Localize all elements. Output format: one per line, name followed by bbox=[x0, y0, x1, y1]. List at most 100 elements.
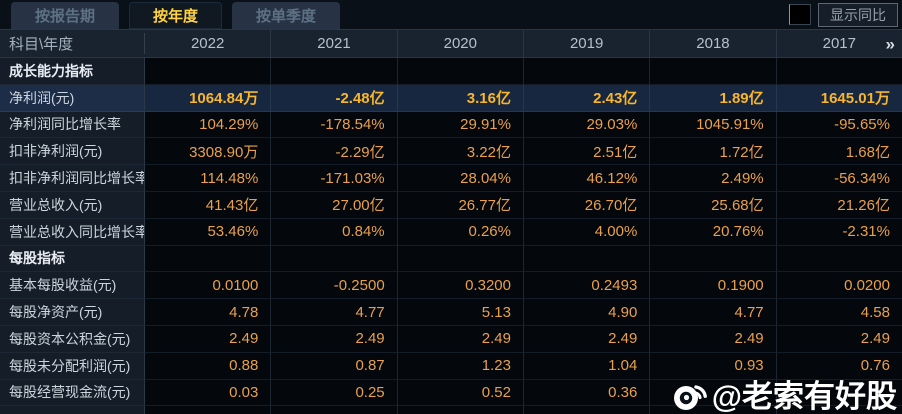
cell-value: 20.76% bbox=[650, 218, 777, 246]
table-row[interactable]: 每股净资产(元) 4.78 4.77 5.13 4.90 4.77 4.58 bbox=[0, 299, 902, 326]
section-row[interactable]: 每股指标 bbox=[0, 245, 902, 273]
table-row[interactable]: 营业总收入同比增长率 53.46% 0.84% 0.26% 4.00% 20.76% -2.… bbox=[0, 218, 902, 246]
cell-value: 1064.84万 bbox=[145, 84, 272, 112]
year-header-2018: 2018 bbox=[650, 30, 777, 57]
table-body: 成长能力指标 净利润(元) 1064.84万 -2.48亿 3.16亿 2.43亿 1.89… bbox=[0, 58, 902, 414]
financial-table: 科目\年度 2022 2021 2020 2019 2018 2017 » 成长… bbox=[0, 29, 902, 414]
cell-value: 0.25 bbox=[271, 379, 398, 407]
cell-value: 2.49 bbox=[397, 325, 524, 353]
cell-value bbox=[271, 406, 398, 414]
year-header-2020: 2020 bbox=[398, 30, 524, 57]
cell-value: -171.03% bbox=[271, 165, 398, 192]
cell-value bbox=[523, 406, 651, 414]
cell-value: -56.34% bbox=[776, 165, 902, 192]
row-label: 基本每股收益(元) bbox=[0, 272, 145, 300]
row-label: 成长能力指标 bbox=[0, 58, 145, 85]
cell-value bbox=[650, 58, 777, 85]
table-row[interactable]: 每股经营现金流(元) 0.03 0.25 0.52 0.36 bbox=[0, 379, 902, 407]
cell-value bbox=[397, 58, 524, 85]
tabbar-right-controls: 显示同比 bbox=[789, 0, 902, 29]
table-row[interactable]: 净利润(元) 1064.84万 -2.48亿 3.16亿 2.43亿 1.89亿 1645.… bbox=[0, 84, 902, 112]
more-columns-icon[interactable]: » bbox=[885, 34, 895, 53]
cell-value: 1045.91% bbox=[650, 111, 777, 139]
cell-value: 2.49% bbox=[650, 165, 777, 192]
cell-value: 0.3200 bbox=[397, 272, 524, 300]
cell-value: 1.23 bbox=[397, 352, 524, 380]
cell-value bbox=[523, 245, 651, 273]
cell-value: 1645.01万 bbox=[776, 84, 902, 112]
cell-value: 4.00% bbox=[523, 218, 651, 246]
row-label: 每股经营现金流(元) bbox=[0, 379, 145, 407]
table-row[interactable]: 每股未分配利润(元) 0.88 0.87 1.23 1.04 0.93 0.76 bbox=[0, 352, 902, 380]
cell-value: 3.22亿 bbox=[397, 138, 524, 166]
cell-value bbox=[145, 406, 272, 414]
cell-value bbox=[145, 245, 272, 273]
cell-value: 0.03 bbox=[145, 379, 272, 407]
cell-value: -95.65% bbox=[776, 111, 902, 139]
tab-bar: 按报告期 按年度 按单季度 显示同比 bbox=[0, 0, 902, 29]
tab-by-quarter[interactable]: 按单季度 bbox=[232, 2, 341, 29]
year-header-2019: 2019 bbox=[524, 30, 651, 57]
cell-value bbox=[271, 245, 398, 273]
tab-by-report-period[interactable]: 按报告期 bbox=[11, 2, 120, 29]
table-row[interactable]: 净利润同比增长率 104.29% -178.54% 29.91% 29.03% 1045.… bbox=[0, 111, 902, 139]
cell-value: 0.93 bbox=[650, 352, 777, 380]
table-row[interactable]: 营业总收入(元) 41.43亿 27.00亿 26.77亿 26.70亿 25.68亿 21… bbox=[0, 191, 902, 219]
cell-value: 0.52 bbox=[397, 379, 524, 407]
cell-value bbox=[145, 58, 272, 85]
cell-value: 2.49 bbox=[650, 325, 777, 353]
cell-value: 25.68亿 bbox=[650, 191, 777, 219]
cell-value: -2.31% bbox=[776, 218, 902, 246]
cell-value: 0.2493 bbox=[523, 272, 651, 300]
cell-value: 1.89亿 bbox=[650, 84, 777, 112]
year-header-label: 2017 bbox=[822, 35, 856, 52]
table-row[interactable]: 基本每股收益(元) 0.0100 -0.2500 0.3200 0.2493 0.1900… bbox=[0, 272, 902, 300]
cell-value: 2.49 bbox=[145, 325, 272, 353]
cell-value: 1.72亿 bbox=[650, 138, 777, 166]
cell-value: 1.68亿 bbox=[776, 138, 902, 166]
section-row[interactable]: 成长能力指标 bbox=[0, 58, 902, 85]
cell-value: 4.77 bbox=[650, 299, 777, 326]
row-label: 扣非净利润(元) bbox=[0, 138, 145, 166]
year-header-2021: 2021 bbox=[271, 30, 398, 57]
cell-value: 0.36 bbox=[523, 379, 651, 407]
cell-value: 2.49 bbox=[523, 325, 651, 353]
table-row[interactable] bbox=[0, 406, 902, 414]
year-header-2017: 2017 » bbox=[777, 30, 902, 57]
table-row[interactable]: 扣非净利润(元) 3308.90万 -2.29亿 3.22亿 2.51亿 1.72亿 1.6… bbox=[0, 138, 902, 166]
cell-value: 4.77 bbox=[271, 299, 398, 326]
cell-value bbox=[776, 406, 902, 414]
cell-value: 3.16亿 bbox=[397, 84, 524, 112]
row-label: 净利润(元) bbox=[0, 84, 145, 112]
tab-by-year[interactable]: 按年度 bbox=[129, 2, 223, 29]
cell-value bbox=[776, 245, 902, 273]
cell-value: 28.04% bbox=[397, 165, 524, 192]
year-header-2022: 2022 bbox=[145, 30, 272, 57]
table-row[interactable]: 扣非净利润同比增长率 114.48% -171.03% 28.04% 46.12% 2.4… bbox=[0, 165, 902, 192]
row-label: 净利润同比增长率 bbox=[0, 111, 145, 139]
cell-value: 26.77亿 bbox=[397, 191, 524, 219]
show-yoy-checkbox[interactable] bbox=[789, 4, 811, 25]
cell-value: 1.04 bbox=[523, 352, 651, 380]
cell-value: 29.91% bbox=[397, 111, 524, 139]
row-label: 每股净资产(元) bbox=[0, 299, 145, 326]
cell-value: 0.0200 bbox=[776, 272, 902, 300]
row-label: 每股资本公积金(元) bbox=[0, 325, 145, 353]
cell-value: -0.2500 bbox=[271, 272, 398, 300]
table-row[interactable]: 每股资本公积金(元) 2.49 2.49 2.49 2.49 2.49 2.49 bbox=[0, 325, 902, 353]
cell-value: -2.29亿 bbox=[271, 138, 398, 166]
row-label: 营业总收入同比增长率 bbox=[0, 218, 145, 246]
cell-value: 27.00亿 bbox=[271, 191, 398, 219]
row-label: 扣非净利润同比增长率 bbox=[0, 165, 145, 192]
cell-value bbox=[650, 406, 777, 414]
cell-value bbox=[776, 379, 902, 407]
cell-value: 0.87 bbox=[271, 352, 398, 380]
show-yoy-button[interactable]: 显示同比 bbox=[818, 2, 898, 27]
cell-value: 53.46% bbox=[145, 218, 272, 246]
row-label: 每股未分配利润(元) bbox=[0, 352, 145, 380]
cell-value: 0.76 bbox=[776, 352, 902, 380]
cell-value: 4.90 bbox=[523, 299, 651, 326]
cell-value: 46.12% bbox=[523, 165, 651, 192]
cell-value: 29.03% bbox=[523, 111, 651, 139]
cell-value bbox=[271, 58, 398, 85]
